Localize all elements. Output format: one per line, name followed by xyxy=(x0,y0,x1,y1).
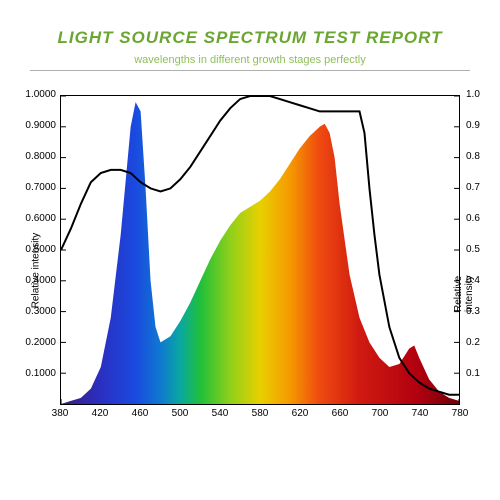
y-right-tick-label: 0.4 xyxy=(466,275,494,286)
y-right-tick-label: 0.9 xyxy=(466,120,494,131)
y-left-tick-label: 0.6000 xyxy=(20,213,56,224)
x-tick-label: 740 xyxy=(408,408,432,419)
report-container: LIGHT SOURCE SPECTRUM TEST REPORT wavele… xyxy=(0,0,500,500)
y-right-tick-label: 0.7 xyxy=(466,182,494,193)
x-tick-label: 780 xyxy=(448,408,472,419)
y-left-tick-label: 0.5000 xyxy=(20,244,56,255)
y-left-tick-label: 0.1000 xyxy=(20,368,56,379)
y-right-tick-label: 0.3 xyxy=(466,306,494,317)
y-right-tick-label: 0.8 xyxy=(466,151,494,162)
y-right-tick-label: 0.5 xyxy=(466,244,494,255)
x-tick-label: 500 xyxy=(168,408,192,419)
report-title: LIGHT SOURCE SPECTRUM TEST REPORT xyxy=(0,28,500,48)
x-tick-label: 540 xyxy=(208,408,232,419)
divider xyxy=(30,70,470,71)
y-right-tick-label: 1.0 xyxy=(466,89,494,100)
x-tick-label: 420 xyxy=(88,408,112,419)
x-tick-label: 580 xyxy=(248,408,272,419)
y-right-tick-label: 0.1 xyxy=(466,368,494,379)
y-right-tick-label: 0.6 xyxy=(466,213,494,224)
x-tick-label: 380 xyxy=(48,408,72,419)
x-tick-label: 660 xyxy=(328,408,352,419)
x-tick-label: 700 xyxy=(368,408,392,419)
y-left-tick-label: 1.0000 xyxy=(20,89,56,100)
y-left-tick-label: 0.8000 xyxy=(20,151,56,162)
y-left-tick-label: 0.2000 xyxy=(20,337,56,348)
y-left-tick-label: 0.3000 xyxy=(20,306,56,317)
x-tick-label: 620 xyxy=(288,408,312,419)
y-right-tick-label: 0.2 xyxy=(466,337,494,348)
x-tick-label: 460 xyxy=(128,408,152,419)
y-left-tick-label: 0.4000 xyxy=(20,275,56,286)
report-subtitle: wavelengths in different growth stages p… xyxy=(0,54,500,66)
chart-svg xyxy=(61,96,459,404)
spectrum-chart xyxy=(60,95,460,405)
y-left-tick-label: 0.7000 xyxy=(20,182,56,193)
y-left-tick-label: 0.9000 xyxy=(20,120,56,131)
